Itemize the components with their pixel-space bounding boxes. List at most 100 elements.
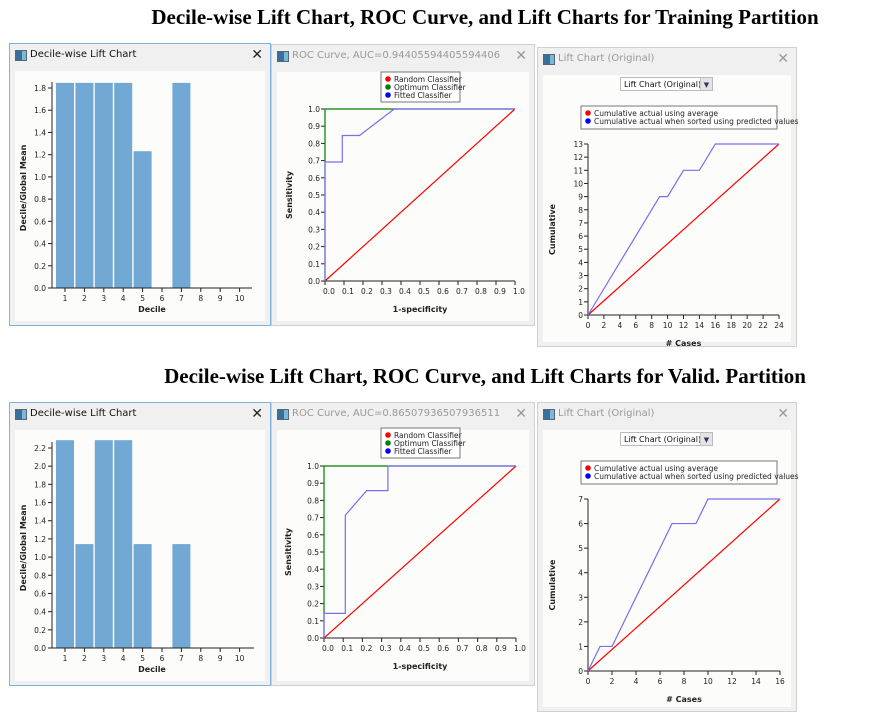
x-tick-label: 0.8 <box>476 644 488 653</box>
decile-bar <box>75 82 94 288</box>
valid-decile-chart: 1 2 3 4 5 6 7 8 9 10 0.0 0.2 0.4 0.6 0.8 1.0 1.2 1.4 1.6 1.… <box>19 440 254 674</box>
x-tick-label: 0 <box>586 321 591 330</box>
x-tick-label: 0.4 <box>399 644 411 653</box>
y-tick-label: 3 <box>578 593 583 602</box>
y-tick-label: 0.4 <box>34 608 46 617</box>
y-tick-label: 0.2 <box>34 626 46 635</box>
x-tick-label: 24 <box>774 321 784 330</box>
valid-roc-titlebar: ROC Curve, AUC=0.86507936507936511 ✕ <box>272 403 534 425</box>
y-tick-label: 0.6 <box>308 174 320 183</box>
y-tick-label: 1.8 <box>34 480 46 489</box>
y-axis-label: Decile/Global Mean <box>19 504 28 591</box>
y-tick-label: 5 <box>578 544 583 553</box>
legend-marker <box>585 118 591 124</box>
x-tick-label: 0.2 <box>360 644 372 653</box>
y-tick-label: 1.8 <box>34 84 46 93</box>
y-tick-label: 0.4 <box>307 565 319 574</box>
y-tick-label: 0.3 <box>308 225 320 234</box>
y-tick-label: 1.4 <box>34 517 46 526</box>
chevron-down-icon[interactable]: ▼ <box>700 433 712 445</box>
x-tick-label: 5 <box>140 294 145 303</box>
close-icon[interactable]: ✕ <box>251 47 263 63</box>
x-axis-label: 1-specificity <box>393 662 449 671</box>
chart-window-icon <box>277 409 289 420</box>
legend-marker <box>385 440 391 446</box>
y-tick-label: 0.9 <box>308 122 320 131</box>
x-tick-label: 0.7 <box>456 644 468 653</box>
close-icon[interactable]: ✕ <box>777 406 789 422</box>
train-lift-chart-type-dropdown[interactable]: Lift Chart (Original) ▼ <box>620 77 713 91</box>
chevron-down-icon[interactable]: ▼ <box>700 78 712 90</box>
valid-roc-title: ROC Curve, AUC=0.86507936507936511 <box>292 408 501 419</box>
y-tick-label: 3 <box>578 272 583 281</box>
x-tick-label: 0.5 <box>418 644 430 653</box>
valid-roc-window: ROC Curve, AUC=0.86507936507936511 ✕ <box>271 402 535 686</box>
valid-lift-title: Lift Chart (Original) <box>558 408 655 419</box>
y-tick-label: 0.0 <box>307 634 319 643</box>
x-tick-label: 12 <box>727 677 737 686</box>
x-tick-label: 18 <box>726 321 736 330</box>
x-tick-label: 14 <box>751 677 761 686</box>
x-tick-label: 12 <box>679 321 689 330</box>
x-tick-label: 0.1 <box>342 287 354 296</box>
legend-label: Cumulative actual using average <box>594 109 718 118</box>
y-tick-label: 0.2 <box>308 243 320 252</box>
y-tick-label: 0.7 <box>307 514 319 523</box>
y-tick-label: 0.2 <box>307 600 319 609</box>
y-tick-label: 7 <box>578 495 583 504</box>
x-tick-label: 8 <box>198 294 203 303</box>
x-tick-label: 7 <box>179 294 184 303</box>
y-tick-label: 1.2 <box>34 535 46 544</box>
x-tick-label: 2 <box>610 677 615 686</box>
valid-roc-panel <box>277 430 529 681</box>
x-tick-label: 5 <box>140 654 145 663</box>
x-tick-label: 0.6 <box>437 287 449 296</box>
y-tick-label: 9 <box>578 193 583 202</box>
legend-label: Cumulative actual using average <box>594 464 718 473</box>
x-tick-label: 10 <box>235 294 245 303</box>
legend-marker <box>385 84 391 90</box>
y-tick-label: 1.0 <box>34 553 46 562</box>
y-tick-label: 1.6 <box>34 499 46 508</box>
valid-roc-chart: 0.0 0.1 0.2 0.3 0.4 0.5 0.6 0.7 0.8 0.9 1.0 0.0 0.1 0… <box>284 427 526 671</box>
decile-bar <box>56 440 74 648</box>
y-tick-label: 1.2 <box>34 151 46 160</box>
y-tick-label: 12 <box>573 153 583 162</box>
close-icon[interactable]: ✕ <box>515 406 527 422</box>
legend-box <box>380 71 461 103</box>
x-axis-label: 1-specificity <box>393 305 449 314</box>
train-roc-panel <box>277 72 529 321</box>
train-roc-title: ROC Curve, AUC=0.94405594405594406 <box>292 50 501 61</box>
y-tick-label: 1.4 <box>34 128 46 137</box>
y-tick-label: 0.7 <box>308 157 320 166</box>
series-line-fitted-classifier <box>323 465 516 638</box>
y-tick-label: 1.0 <box>307 462 319 471</box>
x-tick-label: 9 <box>218 654 223 663</box>
valid-lift-chart-type-dropdown[interactable]: Lift Chart (Original) ▼ <box>620 432 713 446</box>
y-tick-label: 0 <box>578 667 583 676</box>
train-lift-title: Lift Chart (Original) <box>558 53 655 64</box>
x-tick-label: 10 <box>663 321 673 330</box>
x-tick-label: 10 <box>235 654 245 663</box>
y-tick-label: 4 <box>578 569 583 578</box>
x-tick-label: 22 <box>758 321 768 330</box>
legend-box <box>580 105 778 130</box>
train-decile-chart: 1 2 3 4 5 6 7 8 9 10 0.0 0.2 0.4 0.6 0.8 1.0 1.2 1.4 1.6 1.… <box>19 82 252 314</box>
chart-window-icon <box>15 409 27 420</box>
legend-marker <box>585 465 591 471</box>
chart-window-icon <box>15 50 27 61</box>
decile-bar <box>172 544 191 648</box>
x-tick-label: 1 <box>63 654 68 663</box>
close-icon[interactable]: ✕ <box>251 406 263 422</box>
y-tick-label: 0.9 <box>307 479 319 488</box>
close-icon[interactable]: ✕ <box>515 48 527 64</box>
valid-decile-title: Decile-wise Lift Chart <box>30 408 137 419</box>
x-tick-label: 6 <box>658 677 663 686</box>
x-tick-label: 16 <box>775 677 785 686</box>
legend-marker <box>585 110 591 116</box>
close-icon[interactable]: ✕ <box>777 51 789 67</box>
valid-heading: Decile-wise Lift Chart, ROC Curve, and L… <box>164 364 806 388</box>
x-axis-label: # Cases <box>666 339 702 348</box>
